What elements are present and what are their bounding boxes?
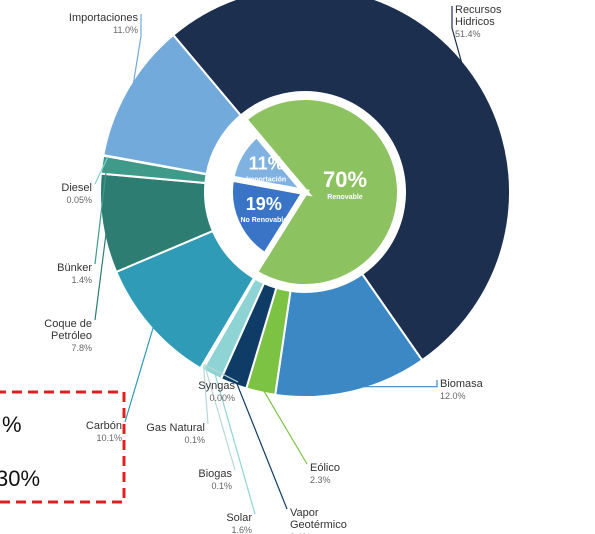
leader-line bbox=[213, 369, 256, 515]
segment-name: Solar bbox=[226, 512, 252, 524]
segment-label: Solar 1.6% bbox=[172, 512, 252, 534]
segment-name: Syngas bbox=[198, 380, 235, 392]
leader-line bbox=[203, 364, 236, 471]
segment-value: 2.3% bbox=[310, 475, 331, 485]
leader-line bbox=[202, 363, 239, 383]
inner-value: 19% bbox=[246, 194, 282, 214]
segment-name: Eólico bbox=[310, 462, 340, 474]
segment-value: 51.4% bbox=[455, 29, 481, 39]
segment-label: Biogas 0.1% bbox=[152, 468, 232, 492]
inner-segment bbox=[227, 130, 313, 197]
leader-line bbox=[350, 380, 438, 388]
leader-line bbox=[94, 222, 108, 321]
inner-name: Renovable bbox=[327, 194, 363, 201]
outer-segment bbox=[102, 33, 243, 176]
segment-name: Carbón bbox=[85, 420, 122, 432]
inner-value: 70% bbox=[323, 167, 367, 192]
segment-label: Vapor Geotérmico2.1% bbox=[290, 507, 370, 534]
segment-value: 1.6% bbox=[231, 525, 252, 534]
segment-label: Diesel 0.05% bbox=[12, 182, 92, 206]
segment-label: Coque de Petróleo 7.8% bbox=[12, 318, 92, 354]
segment-value: 0.00% bbox=[209, 393, 235, 403]
segment-name: Bünker bbox=[57, 262, 92, 274]
inner-segment bbox=[227, 174, 310, 260]
segment-name: Diesel bbox=[61, 182, 92, 194]
segment-value: 2.1% bbox=[290, 531, 370, 534]
leader-line bbox=[124, 323, 155, 423]
segment-label: Recursos Hidricos 51.4% bbox=[455, 4, 535, 40]
segment-name: Gas Natural bbox=[146, 422, 205, 434]
segment-value: 0.1% bbox=[184, 435, 205, 445]
inner-name: Importación bbox=[246, 176, 286, 183]
annotation-box bbox=[0, 390, 126, 504]
segment-value: 11.0% bbox=[113, 25, 138, 35]
segment-value: 10.1% bbox=[96, 433, 122, 443]
annotation: % bbox=[2, 412, 22, 437]
segment-label: Biomasa 12.0% bbox=[440, 378, 520, 402]
segment-name: Vapor Geotérmico bbox=[290, 507, 347, 531]
segment-label: Bünker 1.4% bbox=[12, 262, 92, 286]
segment-value: 12.0% bbox=[440, 391, 466, 401]
segment-label: Carbón 10.1% bbox=[42, 420, 122, 444]
segment-label: Eólico 2.3% bbox=[310, 462, 390, 486]
leader-line bbox=[451, 6, 465, 71]
segment-value: 0.1% bbox=[211, 481, 232, 491]
leader-line bbox=[202, 364, 209, 425]
segment-value: 1.4% bbox=[71, 275, 92, 285]
segment-label: Importaciones 11.0% bbox=[58, 12, 138, 36]
outer-segment bbox=[171, 0, 511, 362]
inner-segment bbox=[239, 94, 403, 290]
segment-label: Gas Natural 0.1% bbox=[125, 422, 205, 446]
annotation: 30% bbox=[0, 466, 41, 491]
leader-line bbox=[261, 386, 308, 465]
inner-name: No Renovable bbox=[240, 217, 287, 224]
segment-name: Coque de Petróleo bbox=[44, 318, 92, 342]
segment-name: Importaciones bbox=[68, 12, 138, 24]
segment-name: Biomasa bbox=[440, 378, 483, 390]
leader-line bbox=[94, 156, 109, 185]
segment-label: Syngas 0.00% bbox=[155, 380, 235, 404]
segment-value: 0.05% bbox=[66, 195, 92, 205]
segment-value: 7.8% bbox=[71, 343, 92, 353]
inner-value: 11% bbox=[249, 153, 284, 173]
leader-line bbox=[94, 165, 108, 265]
leader-line bbox=[234, 379, 288, 510]
segment-name: Biogas bbox=[198, 468, 232, 480]
leader-line bbox=[131, 14, 142, 92]
segment-name: Recursos Hidricos bbox=[455, 4, 502, 28]
